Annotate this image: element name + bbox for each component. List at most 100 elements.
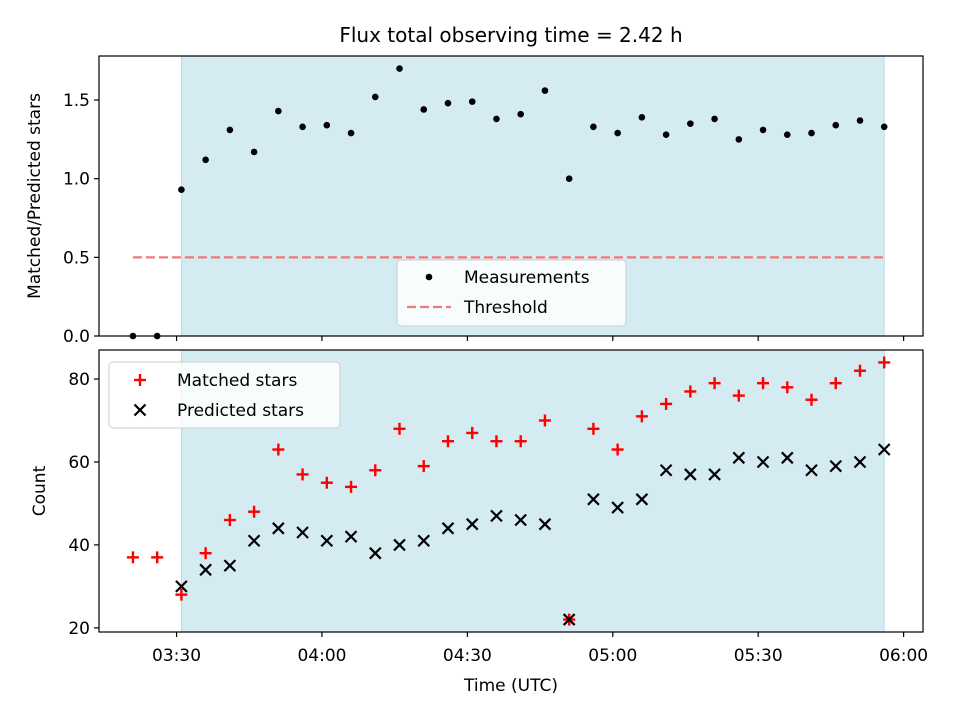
top-y-tick-label: 1.5 bbox=[63, 91, 90, 111]
x-tick-label: 04:30 bbox=[443, 646, 492, 666]
predicted-star-point bbox=[490, 509, 503, 523]
x-stroke-b bbox=[247, 534, 261, 548]
measurement-points bbox=[129, 65, 888, 340]
bottom-axes-frame bbox=[98, 349, 924, 633]
predicted-star-point bbox=[781, 451, 794, 465]
measurement-point bbox=[323, 121, 331, 129]
predicted-star-point bbox=[344, 530, 358, 543]
measurement-point bbox=[250, 148, 258, 156]
measurement-point bbox=[371, 93, 379, 101]
measurement-point bbox=[299, 123, 306, 131]
matched-star-point bbox=[635, 410, 648, 423]
top-x-ticks bbox=[175, 336, 905, 341]
predicted-star-point bbox=[659, 463, 673, 477]
matched-star-point bbox=[781, 381, 794, 394]
predicted-star-point bbox=[732, 451, 746, 465]
predicted-star-point bbox=[296, 526, 309, 539]
x-tick-label: 03:30 bbox=[152, 646, 201, 666]
matched-star-point bbox=[441, 435, 454, 448]
measurement-point bbox=[226, 126, 234, 134]
x-stroke-b bbox=[538, 517, 552, 531]
x-stroke-b bbox=[133, 403, 147, 417]
matched-star-point bbox=[393, 422, 406, 435]
measurement-point bbox=[783, 131, 791, 138]
measurement-point bbox=[662, 131, 670, 138]
measurement-point bbox=[735, 136, 743, 143]
measurement-point bbox=[590, 123, 597, 131]
legend-matched-marker bbox=[134, 374, 146, 386]
predicted-star-point bbox=[684, 468, 697, 481]
measurement-point bbox=[808, 129, 815, 137]
x-stroke-b bbox=[441, 522, 455, 535]
top-axes-frame bbox=[98, 55, 924, 337]
measurement-point bbox=[202, 156, 209, 164]
matched-star-point bbox=[853, 364, 866, 377]
measurement-point bbox=[444, 99, 452, 107]
top-y-tick-label: 0.5 bbox=[63, 248, 90, 268]
matched-star-point bbox=[732, 389, 745, 402]
predicted-star-point bbox=[538, 517, 552, 531]
bottom-y-tick-label: 20 bbox=[68, 619, 90, 639]
x-axis-label: Time (UTC) bbox=[463, 676, 558, 696]
bottom-legend-box bbox=[108, 361, 341, 429]
x-stroke-b bbox=[732, 451, 746, 465]
measurement-point bbox=[178, 186, 185, 194]
bottom-y-tick-label: 40 bbox=[68, 536, 90, 556]
predicted-star-point bbox=[587, 493, 600, 506]
predicted-star-point bbox=[247, 534, 261, 548]
predicted-star-point bbox=[829, 459, 843, 473]
predicted-star-point bbox=[853, 455, 867, 469]
bottom-legend: Matched stars Predicted stars bbox=[108, 361, 341, 429]
predicted-star-point bbox=[175, 580, 188, 593]
matched-star-point bbox=[417, 460, 430, 473]
measurement-point bbox=[565, 175, 573, 182]
top-y-ticks: 0.0 0.5 1.0 1.5 bbox=[63, 91, 99, 347]
x-tick-label: 05:30 bbox=[734, 646, 783, 666]
x-stroke-b bbox=[587, 493, 600, 506]
top-y-tick-label: 0.0 bbox=[63, 327, 90, 347]
x-stroke-b bbox=[417, 534, 431, 548]
measurement-point bbox=[614, 129, 621, 137]
legend-measurements-marker bbox=[425, 273, 433, 281]
x-stroke-b bbox=[781, 451, 794, 465]
predicted-stars-points bbox=[175, 443, 891, 626]
legend-x-glyph bbox=[133, 403, 147, 417]
matched-star-point bbox=[829, 377, 842, 390]
predicted-star-point bbox=[465, 517, 479, 531]
predicted-star-point bbox=[320, 534, 334, 548]
legend-measurements-label: Measurements bbox=[464, 268, 590, 288]
x-stroke-b bbox=[659, 463, 673, 477]
top-legend-box bbox=[396, 259, 627, 327]
predicted-star-point bbox=[441, 522, 455, 535]
bottom-y-axis-label: Count bbox=[30, 465, 50, 516]
measurement-point bbox=[493, 115, 500, 123]
x-stroke-b bbox=[684, 468, 697, 481]
matched-star-point bbox=[514, 435, 527, 448]
predicted-star-point bbox=[635, 493, 649, 506]
x-stroke-b bbox=[223, 559, 237, 572]
matched-star-point bbox=[466, 426, 479, 439]
x-stroke-b bbox=[708, 468, 721, 481]
matched-star-point bbox=[248, 505, 261, 518]
measurement-point bbox=[275, 107, 282, 115]
bottom-x-ticks: 03:30 04:00 04:30 05:00 05:30 06:00 bbox=[152, 632, 928, 666]
matched-stars-points bbox=[126, 356, 891, 626]
measurement-point bbox=[517, 110, 524, 118]
predicted-star-point bbox=[199, 563, 212, 577]
legend-threshold-label: Threshold bbox=[463, 298, 548, 318]
bottom-y-tick-label: 60 bbox=[68, 453, 90, 473]
predicted-star-point bbox=[223, 559, 237, 572]
measurement-point bbox=[687, 120, 694, 127]
x-stroke-b bbox=[465, 517, 479, 531]
matched-star-point bbox=[684, 385, 697, 398]
legend-plus-glyph bbox=[134, 374, 146, 386]
legend-predicted-marker bbox=[133, 403, 147, 417]
predicted-star-point bbox=[611, 501, 624, 514]
x-tick-label: 06:00 bbox=[879, 646, 928, 666]
x-stroke-b bbox=[829, 459, 843, 473]
measurement-point bbox=[832, 121, 840, 129]
matched-star-point bbox=[296, 468, 309, 481]
measurement-point bbox=[541, 87, 549, 94]
